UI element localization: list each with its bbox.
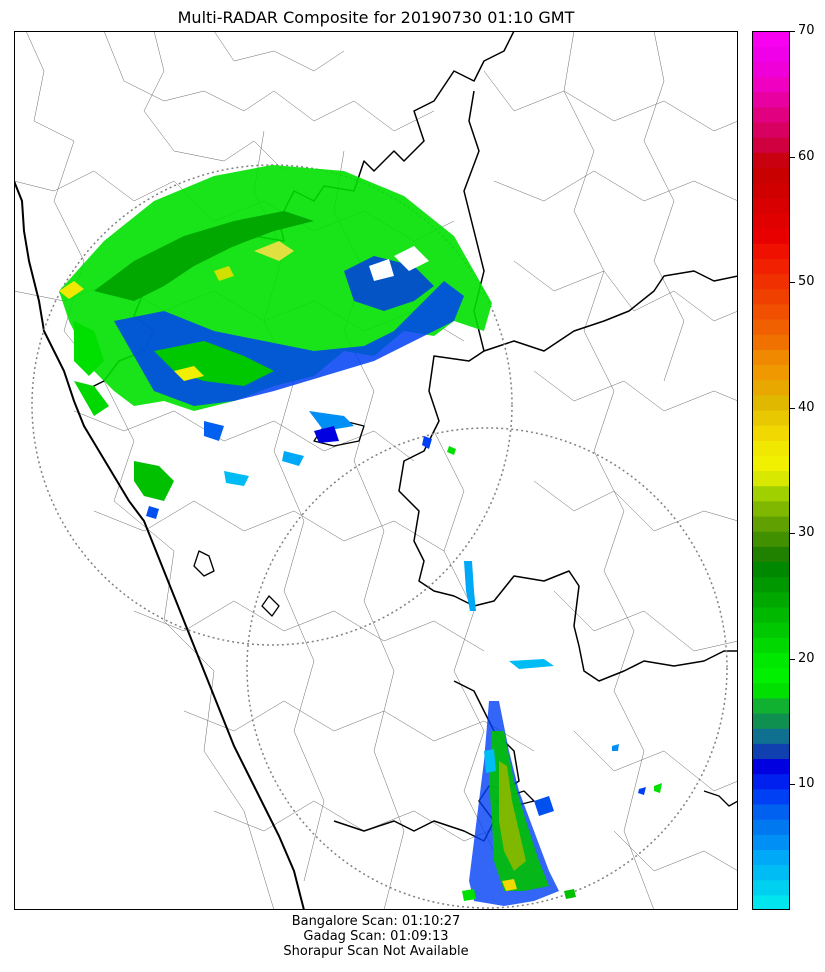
colorbar-tick-mark xyxy=(790,156,795,158)
colorbar-tick-mark xyxy=(790,533,795,535)
colorbar-tick-label: 20 xyxy=(798,650,815,666)
colorbar-band xyxy=(752,46,790,62)
radar-map xyxy=(14,31,738,910)
colorbar-band xyxy=(752,546,790,563)
colorbar-tick-label: 70 xyxy=(798,23,815,38)
colorbar-band xyxy=(752,531,790,547)
coastline xyxy=(14,180,305,910)
colorbar-band xyxy=(752,455,790,472)
colorbar-band xyxy=(752,712,790,729)
bangalore-scan-time: Bangalore Scan: 01:10:27 xyxy=(291,914,461,929)
colorbar-band xyxy=(752,303,790,320)
colorbar-band xyxy=(752,379,790,396)
colorbar-band xyxy=(752,197,790,214)
radar-echo-south xyxy=(462,561,662,906)
colorbar-band xyxy=(752,697,790,714)
colorbar-band xyxy=(752,394,790,411)
colorbar-band xyxy=(752,515,790,532)
colorbar-band xyxy=(752,849,790,866)
colorbar-band xyxy=(752,637,790,653)
colorbar-tick-label: 50 xyxy=(798,274,815,290)
colorbar-band xyxy=(752,364,790,381)
colorbar-band xyxy=(752,212,790,229)
colorbar-tick-label: 60 xyxy=(798,148,815,164)
colorbar-band xyxy=(752,440,790,456)
colorbar-band xyxy=(752,788,790,805)
colorbar-band xyxy=(752,728,790,744)
colorbar-tick-label: 30 xyxy=(798,525,815,541)
colorbar-tick-mark xyxy=(790,31,795,32)
colorbar-band xyxy=(752,121,790,138)
colorbar xyxy=(752,31,790,910)
colorbar-tick-label: 10 xyxy=(798,776,815,792)
colorbar-band xyxy=(752,167,790,184)
colorbar-band xyxy=(752,591,790,608)
colorbar-band xyxy=(752,576,790,593)
colorbar-band xyxy=(752,61,790,78)
colorbar-band xyxy=(752,182,790,199)
colorbar-band xyxy=(752,758,790,775)
colorbar-band xyxy=(752,31,790,47)
colorbar-tick-mark xyxy=(790,784,795,786)
colorbar-band xyxy=(752,864,790,881)
colorbar-band xyxy=(752,894,790,910)
shorapur-scan-status: Shorapur Scan Not Available xyxy=(283,944,469,959)
colorbar-band xyxy=(752,409,790,426)
colorbar-band xyxy=(752,485,790,502)
colorbar-band xyxy=(752,743,790,760)
colorbar-band xyxy=(752,106,790,123)
colorbar-band xyxy=(752,622,790,638)
map-title: Multi-RADAR Composite for 20190730 01:10… xyxy=(177,8,575,27)
colorbar-band xyxy=(752,273,790,290)
colorbar-band xyxy=(752,834,790,850)
colorbar-band xyxy=(752,349,790,366)
colorbar-band xyxy=(752,318,790,335)
colorbar-band xyxy=(752,879,790,896)
colorbar-band xyxy=(752,470,790,487)
colorbar-band xyxy=(752,425,790,441)
gadag-scan-time: Gadag Scan: 01:09:13 xyxy=(303,929,449,944)
colorbar-band xyxy=(752,652,790,669)
radar-echo-north xyxy=(59,165,492,519)
colorbar-band xyxy=(752,137,790,153)
colorbar-band xyxy=(752,561,790,578)
colorbar-band xyxy=(752,76,790,93)
scan-times: Bangalore Scan: 01:10:27 Gadag Scan: 01:… xyxy=(14,914,738,959)
colorbar-band xyxy=(752,606,790,623)
colorbar-band xyxy=(752,500,790,517)
colorbar-band xyxy=(752,334,790,350)
colorbar-band xyxy=(752,667,790,684)
colorbar-band xyxy=(752,682,790,699)
colorbar-tick-mark xyxy=(790,407,795,409)
colorbar-bands xyxy=(752,31,790,910)
colorbar-band xyxy=(752,228,790,244)
colorbar-band xyxy=(752,803,790,820)
colorbar-tick-mark xyxy=(790,282,795,284)
colorbar-tick-mark xyxy=(790,658,795,660)
colorbar-band xyxy=(752,258,790,275)
colorbar-band xyxy=(752,288,790,305)
colorbar-band xyxy=(752,819,790,835)
colorbar-band xyxy=(752,91,790,108)
colorbar-tick-label: 40 xyxy=(798,399,815,415)
colorbar-band xyxy=(752,152,790,168)
colorbar-band xyxy=(752,243,790,259)
colorbar-band xyxy=(752,773,790,790)
